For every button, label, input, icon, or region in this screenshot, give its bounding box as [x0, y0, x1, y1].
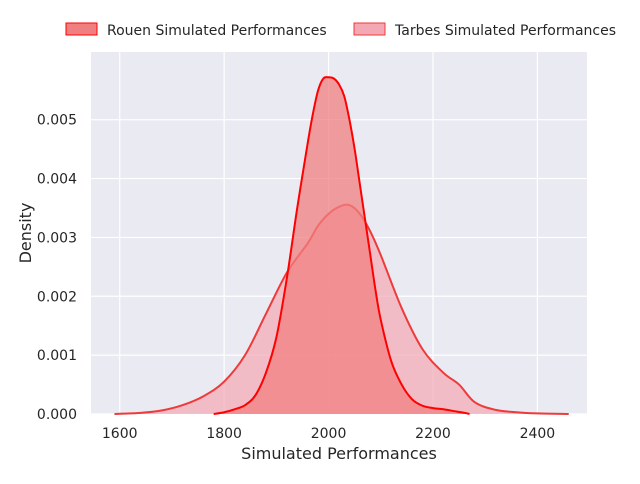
y-tick-label: 0.000	[37, 407, 77, 423]
series-line-0	[213, 76, 470, 415]
y-tick-label: 0.004	[37, 172, 77, 188]
series-layer	[114, 76, 569, 415]
y-axis-label: Density	[16, 203, 35, 264]
legend-swatch-0	[65, 22, 98, 36]
series-area-0	[213, 77, 470, 415]
x-axis-ticks: 1600 1800 2000 2200 2400	[102, 426, 555, 442]
legend-swatch-1	[353, 22, 386, 36]
y-tick-label: 0.001	[37, 348, 77, 364]
y-axis-ticks: 0.000 0.001 0.002 0.003 0.004 0.005	[37, 113, 77, 423]
x-tick-label: 1800	[206, 426, 242, 442]
x-tick-label: 2200	[415, 426, 451, 442]
x-tick-label: 2000	[311, 426, 347, 442]
legend-label-0: Rouen Simulated Performances	[107, 23, 327, 39]
x-tick-label: 1600	[102, 426, 138, 442]
y-tick-label: 0.002	[37, 289, 77, 305]
y-tick-label: 0.005	[37, 113, 77, 129]
y-tick-label: 0.003	[37, 230, 77, 246]
legend-label-1: Tarbes Simulated Performances	[394, 23, 616, 39]
legend: Rouen Simulated Performances Tarbes Simul…	[65, 22, 616, 39]
x-axis-label: Simulated Performances	[241, 444, 437, 463]
x-tick-label: 2400	[520, 426, 556, 442]
